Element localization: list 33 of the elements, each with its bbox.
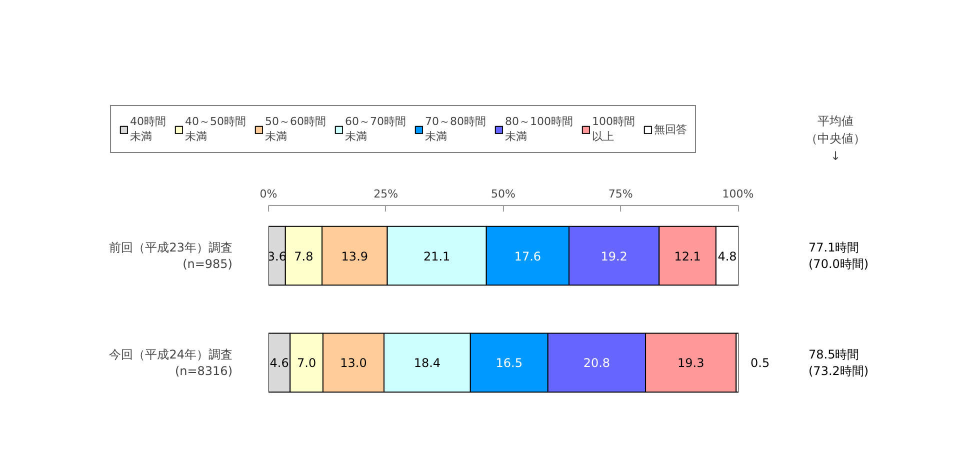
text: 平均値（中央値）↓: [806, 114, 866, 163]
data-label: 16.5: [496, 356, 522, 370]
data-label: 19.2: [600, 249, 628, 264]
data-label: 7.0: [296, 356, 316, 370]
legend-label: 無回答: [654, 122, 687, 136]
data-label: 17.6: [514, 249, 542, 264]
y-tick-label: 前回（平成23年）調査 (n=985): [109, 240, 233, 272]
data-label: 20.8: [583, 356, 610, 370]
data-label: 0.5: [750, 356, 770, 370]
x-tick-label: 100%: [722, 188, 754, 200]
x-tick-label: 75%: [608, 188, 633, 200]
y-tick-label: 今回（平成24年）調査 (n=8316): [109, 347, 233, 378]
data-label: 18.4: [414, 356, 441, 370]
data-label: 12.1: [674, 249, 701, 264]
legend-label: 70～80時間未満: [425, 114, 486, 144]
x-tick-label: 50%: [491, 188, 516, 200]
legend-label: 100時間以上: [592, 114, 635, 144]
data-label: 13.0: [340, 356, 367, 370]
data-label: 4.6: [270, 356, 289, 370]
data-label: 19.3: [677, 356, 704, 370]
x-tick-label: 0%: [260, 188, 278, 200]
legend-label: 50～60時間未満: [265, 114, 326, 144]
data-label: 13.9: [341, 249, 368, 264]
data-label: 21.1: [423, 249, 450, 264]
text: 78.5時間 (73.2時間): [808, 347, 869, 378]
data-label: 4.8: [718, 249, 737, 264]
legend-label: 80～100時間未満: [505, 114, 573, 144]
data-label: 7.8: [294, 249, 314, 264]
legend-label: 60～70時間未満: [345, 114, 406, 144]
legend-label: 40時間未満: [130, 114, 166, 144]
legend-label: 40～50時間未満: [185, 114, 246, 144]
text: 77.1時間 (70.0時間): [808, 240, 869, 272]
x-tick-label: 25%: [374, 188, 398, 200]
